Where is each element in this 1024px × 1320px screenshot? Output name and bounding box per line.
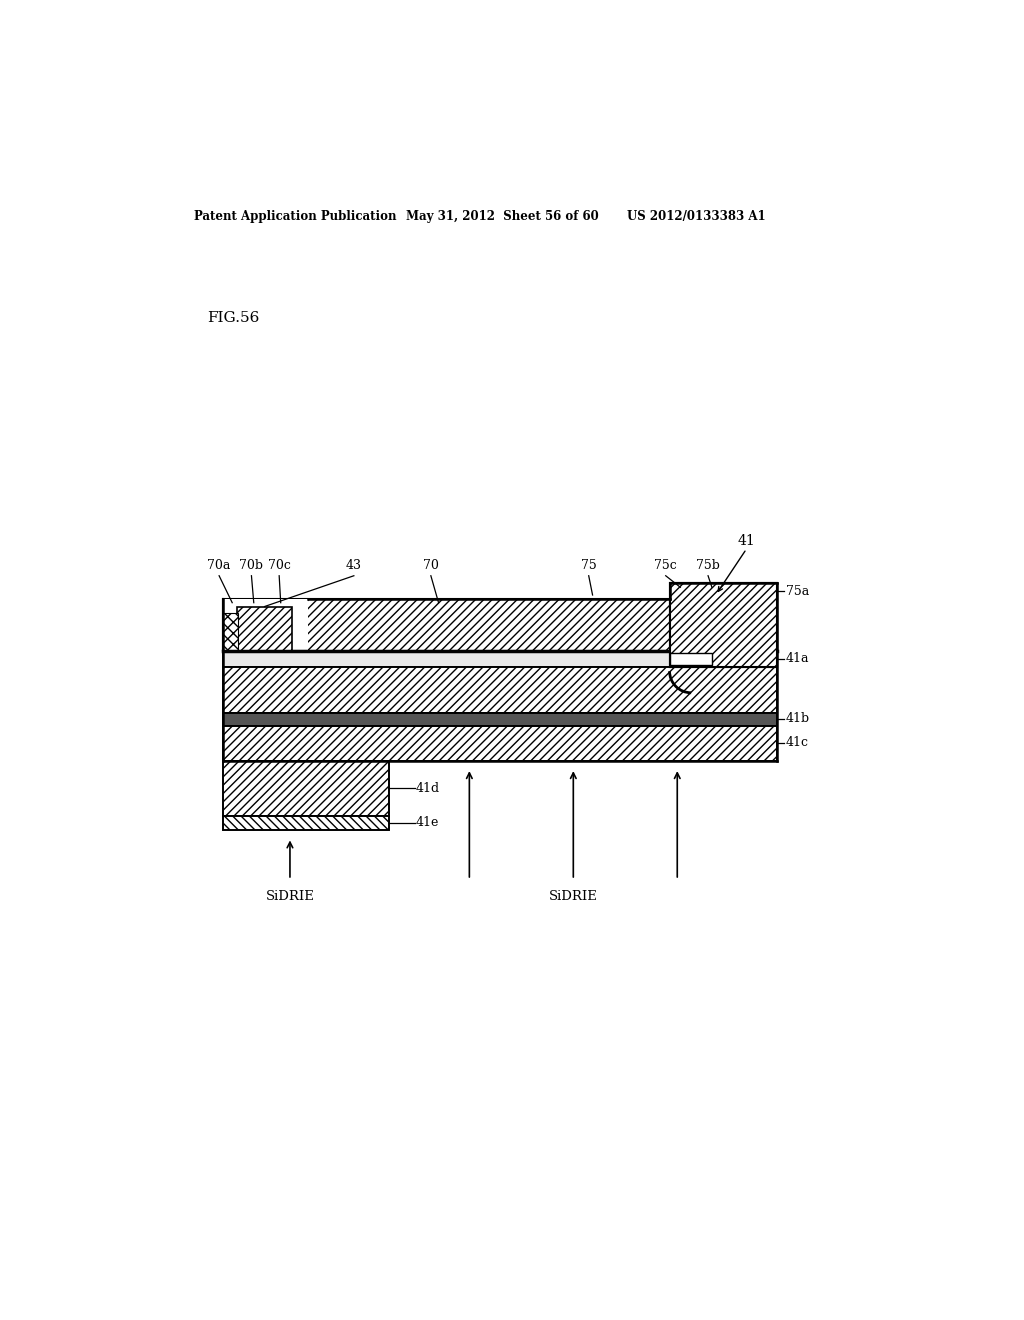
Text: Patent Application Publication: Patent Application Publication (194, 210, 396, 223)
Bar (670, 583, 777, 667)
Text: 41: 41 (737, 535, 756, 548)
Text: SiDRIE: SiDRIE (549, 890, 598, 903)
Bar (223, 651, 777, 667)
Text: 75c: 75c (654, 558, 677, 572)
Text: SiDRIE: SiDRIE (265, 890, 314, 903)
Text: 70: 70 (423, 558, 439, 572)
Text: 41b: 41b (785, 713, 810, 726)
Bar (223, 760, 388, 816)
Bar (670, 583, 777, 667)
Text: May 31, 2012  Sheet 56 of 60: May 31, 2012 Sheet 56 of 60 (407, 210, 599, 223)
Text: 41d: 41d (416, 781, 439, 795)
Bar (670, 599, 777, 651)
Text: 70c: 70c (267, 558, 291, 572)
Text: 75: 75 (581, 558, 597, 572)
Bar (223, 667, 777, 713)
Text: 41a: 41a (785, 652, 809, 665)
Text: 75a: 75a (785, 585, 809, 598)
Text: 70a: 70a (208, 558, 230, 572)
Bar (223, 599, 307, 651)
Text: 70b: 70b (240, 558, 263, 572)
Text: 75b: 75b (696, 558, 720, 572)
Bar (223, 612, 239, 651)
Bar (223, 713, 777, 726)
Text: FIG.56: FIG.56 (208, 310, 260, 325)
Bar (237, 607, 292, 651)
Text: 43: 43 (346, 558, 361, 572)
Text: US 2012/0133383 A1: US 2012/0133383 A1 (628, 210, 766, 223)
Bar (223, 726, 777, 760)
Text: 41c: 41c (785, 737, 809, 750)
Bar (670, 653, 712, 665)
Text: 41e: 41e (416, 816, 439, 829)
Bar (223, 599, 777, 651)
Bar (223, 816, 388, 830)
